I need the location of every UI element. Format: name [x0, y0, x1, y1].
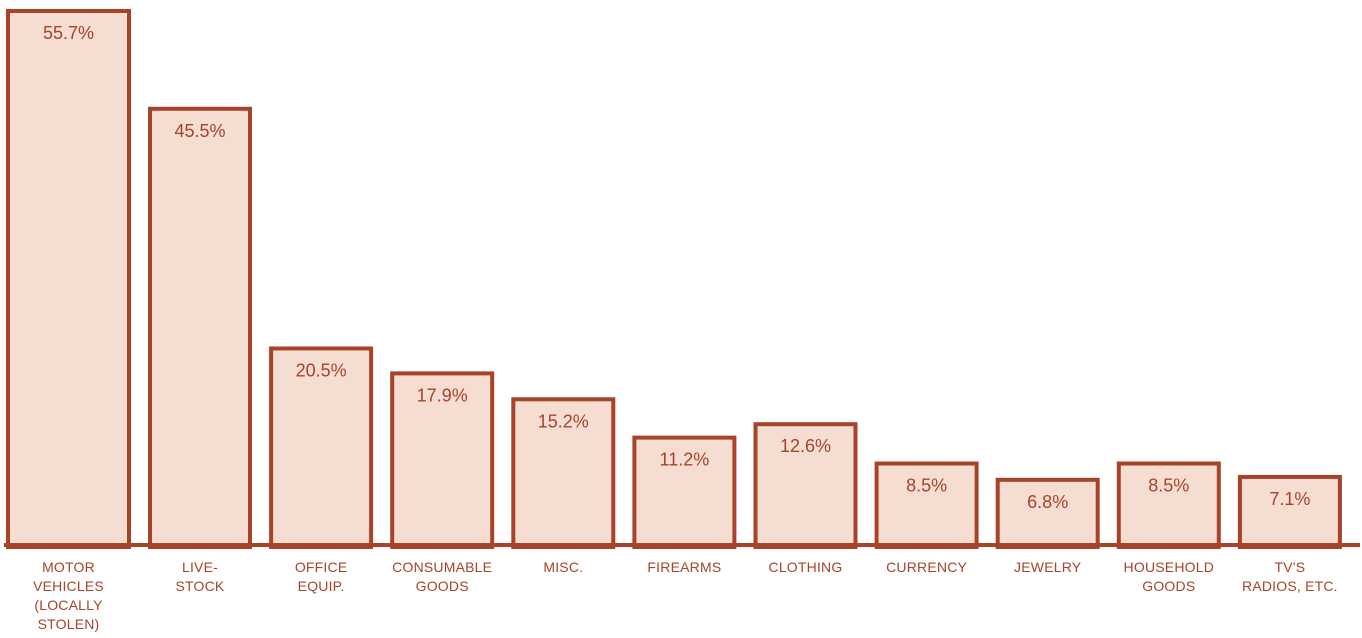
bar-value-label: 45.5% — [174, 121, 225, 141]
category-label-line: VEHICLES — [33, 578, 104, 594]
category-label: JEWELRY — [1014, 559, 1082, 575]
category-label: LIVE- STOCK — [176, 559, 225, 594]
category-label-line: LIVE- — [182, 559, 218, 575]
bar-value-label: 12.6% — [780, 436, 831, 456]
bar — [390, 371, 495, 549]
bar-value-label: 11.2% — [660, 450, 710, 470]
bar-value-label: 17.9% — [417, 385, 468, 405]
category-label-line: RADIOS, ETC. — [1242, 578, 1338, 594]
bar-value-label: 8.5% — [906, 476, 947, 496]
category-label-line: CONSUMABLE — [392, 559, 492, 575]
category-label-line: MISC. — [543, 559, 583, 575]
bar — [1237, 474, 1342, 549]
bars-layer: 55.7% 45.5% 20.5% 17.9% 15.2% 11.2% 12.6% 8.5% 6… — [6, 9, 1342, 550]
category-label: MISC. — [543, 559, 583, 575]
category-labels-layer: MOTOR VEHICLES (LOCALLY STOLEN) LIVE- STOCK OF… — [33, 559, 1338, 632]
category-label: CURRENCY — [886, 559, 967, 575]
bar-value-label: 55.7% — [43, 23, 94, 43]
bar-value-label: 8.5% — [1148, 476, 1189, 496]
category-label: OFFICE EQUIP. — [295, 559, 348, 594]
category-label: MOTOR VEHICLES (LOCALLY STOLEN) — [33, 559, 104, 632]
category-label-line: JEWELRY — [1014, 559, 1082, 575]
category-label: HOUSEHOLD GOODS — [1124, 559, 1214, 594]
category-label-line: EQUIP. — [298, 578, 345, 594]
category-label: FIREARMS — [647, 559, 721, 575]
bar — [148, 106, 252, 550]
bar-value-label: 7.1% — [1269, 489, 1310, 509]
category-label-line: GOODS — [1142, 578, 1195, 594]
category-label-line: OFFICE — [295, 559, 348, 575]
category-label-line: HOUSEHOLD — [1124, 559, 1214, 575]
bar — [269, 346, 374, 549]
category-label-line: (LOCALLY — [34, 597, 103, 613]
bar — [995, 477, 1100, 549]
bar — [6, 9, 131, 549]
category-label: CONSUMABLE GOODS — [392, 559, 492, 594]
bar-value-label: 6.8% — [1027, 492, 1068, 512]
category-label-line: MOTOR — [42, 559, 95, 575]
bar-value-label: 20.5% — [296, 360, 347, 380]
category-label-line: FIREARMS — [647, 559, 721, 575]
category-label-line: CURRENCY — [886, 559, 967, 575]
category-label-line: TV'S — [1275, 559, 1306, 575]
category-label-line: GOODS — [416, 578, 469, 594]
bar-value-label: 15.2% — [538, 411, 589, 431]
category-label-line: CLOTHING — [769, 559, 843, 575]
category-label: CLOTHING — [769, 559, 843, 575]
bar — [874, 461, 979, 550]
category-label-line: STOLEN) — [38, 616, 100, 632]
category-label-line: STOCK — [176, 578, 225, 594]
bar — [632, 435, 737, 550]
category-label: TV'S RADIOS, ETC. — [1242, 559, 1338, 594]
